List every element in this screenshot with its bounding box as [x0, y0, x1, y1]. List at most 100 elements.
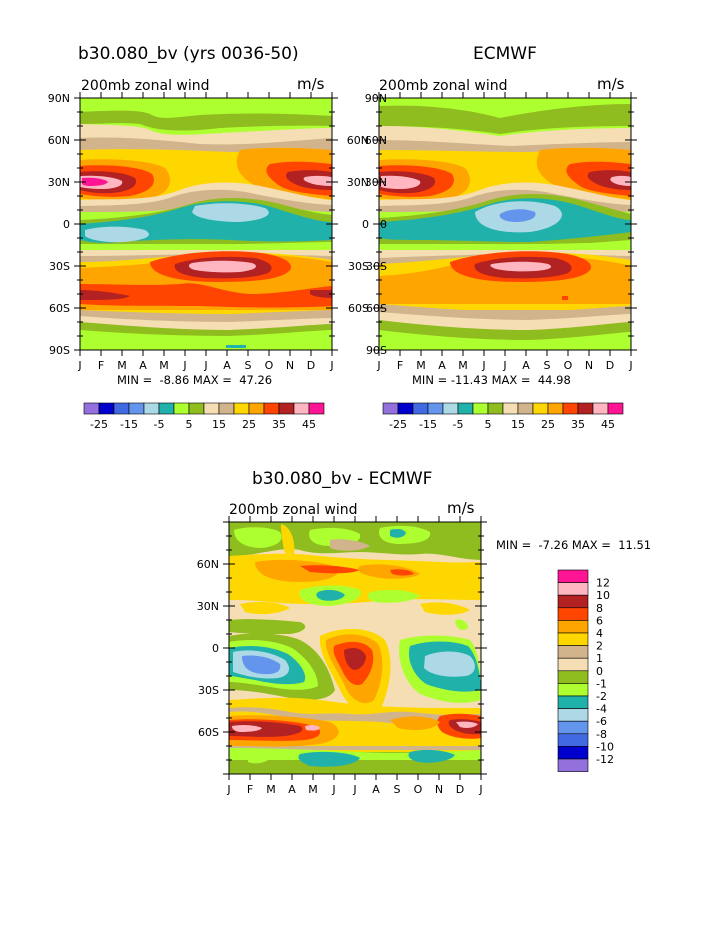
diff-colorbar-swatch: [557, 683, 589, 697]
colorbar-swatch: [517, 402, 534, 415]
x-tick-label: S: [544, 359, 551, 372]
x-tick-label: D: [606, 359, 614, 372]
x-tick-label: D: [456, 783, 464, 796]
colorbar-swatch: [98, 402, 115, 415]
panel-title-diff: b30.080_bv - ECMWF: [252, 469, 433, 489]
colorbar-swatch: [487, 402, 504, 415]
panel-ecmwf: [378, 97, 632, 351]
diff-colorbar-label: 8: [596, 602, 603, 615]
x-tick-label: J: [203, 359, 207, 372]
diff-colorbar-label: -6: [596, 715, 607, 728]
x-tick-label: A: [223, 359, 231, 372]
x-tick-label: N: [435, 783, 443, 796]
colorbar-swatch: [233, 402, 250, 415]
colorbar-label: 15: [212, 418, 226, 431]
x-tick-label: O: [564, 359, 573, 372]
colorbar-swatch: [457, 402, 474, 415]
colorbar-swatch: [113, 402, 130, 415]
x-tick-label: J: [352, 783, 356, 796]
x-tick-label: M: [266, 783, 276, 796]
panel-diff: [228, 521, 482, 775]
y-tick-label: 60S: [49, 302, 70, 315]
x-tick-label: M: [117, 359, 127, 372]
colorbar-swatch: [397, 402, 414, 415]
y-tick-label: 30N: [197, 600, 219, 613]
y-tick-label: 60S: [348, 302, 369, 315]
x-tick-label: S: [394, 783, 401, 796]
x-tick-label: F: [98, 359, 104, 372]
y-tick-label: 90N: [48, 92, 70, 105]
colorbar-swatch: [427, 402, 444, 415]
diff-colorbar-label: 10: [596, 589, 610, 602]
colorbar-label: -15: [120, 418, 138, 431]
x-tick-label: O: [414, 783, 423, 796]
colorbar-swatch: [577, 402, 594, 415]
diff-colorbar-swatch: [557, 620, 589, 634]
colorbar-swatch: [293, 402, 310, 415]
x-tick-label: O: [265, 359, 274, 372]
panel-stats-diff: MIN = -7.26 MAX = 11.51: [496, 538, 652, 552]
diff-colorbar-label: 12: [596, 577, 610, 590]
contour-field-model: [80, 98, 332, 350]
x-tick-label: M: [308, 783, 318, 796]
diff-colorbar-label: -12: [596, 753, 614, 766]
y-tick-label: 30N: [48, 176, 70, 189]
diff-colorbar-label: 6: [596, 614, 603, 627]
colorbar-swatch: [532, 402, 549, 415]
diff-colorbar-label: -1: [596, 677, 607, 690]
colorbars-layer: -25 -15 -5 5 15 25 35 45 -25 -15 -5 5 15 25 35 45121086…: [83, 402, 624, 772]
y-tick-label: 30S: [198, 684, 219, 697]
colorbar-swatch: [278, 402, 295, 415]
colorbar-swatch: [188, 402, 205, 415]
colorbar-swatch: [547, 402, 564, 415]
panel-title-ecmwf: ECMWF: [473, 44, 537, 64]
colorbar-label: 25: [541, 418, 555, 431]
panel-title-model: b30.080_bv (yrs 0036-50): [78, 44, 299, 64]
diff-colorbar-swatch: [557, 582, 589, 596]
y-tick-label: 30N: [347, 176, 369, 189]
diff-colorbar-swatch: [557, 670, 589, 684]
diff-colorbar-swatch: [557, 733, 589, 747]
panel-stats-model: MIN = -8.86 MAX = 47.26: [117, 373, 273, 387]
colorbar-label: -25: [90, 418, 108, 431]
colorbar-swatch: [128, 402, 145, 415]
y-tick-label: 60N: [48, 134, 70, 147]
colorbar-label: 45: [302, 418, 316, 431]
x-tick-label: J: [77, 359, 81, 372]
diff-colorbar-swatch: [557, 632, 589, 646]
diff-colorbar-swatch: [557, 695, 589, 709]
colorbar-swatch: [203, 402, 220, 415]
axes-layer: 90N90N60N60N30N30N0030S30S60S60S90S90SJF…: [48, 92, 637, 796]
colorbar-label: 5: [485, 418, 492, 431]
x-tick-label: J: [376, 359, 380, 372]
colorbar-swatch: [248, 402, 265, 415]
colorbar-label: 5: [186, 418, 193, 431]
diff-colorbar-swatch: [557, 569, 589, 583]
x-tick-label: A: [522, 359, 530, 372]
colorbar-swatch: [143, 402, 160, 415]
y-tick-label: 0: [63, 218, 70, 231]
panel-subtitle-model: 200mb zonal wind: [81, 78, 210, 94]
diff-colorbar-label: 4: [596, 627, 603, 640]
x-tick-label: J: [481, 359, 485, 372]
y-tick-label: 0: [212, 642, 219, 655]
colorbar-swatch: [592, 402, 609, 415]
y-tick-label: 60N: [197, 558, 219, 571]
colorbar-swatch: [218, 402, 235, 415]
diff-colorbar-swatch: [557, 720, 589, 735]
colorbar-swatch: [158, 402, 175, 415]
panel-stats-ecmwf: MIN = -11.43 MAX = 44.98: [412, 373, 571, 387]
y-tick-label: 60S: [198, 726, 219, 739]
x-tick-label: A: [139, 359, 147, 372]
panel-subtitle-ecmwf: 200mb zonal wind: [379, 78, 508, 94]
diff-colorbar-label: -2: [596, 690, 607, 703]
x-tick-label: N: [585, 359, 593, 372]
x-tick-label: J: [331, 783, 335, 796]
x-tick-label: J: [628, 359, 632, 372]
colorbar-swatch: [442, 402, 459, 415]
contour-field-ecmwf: [379, 98, 631, 350]
diff-colorbar-swatch: [557, 746, 589, 760]
y-tick-label: 30S: [348, 260, 369, 273]
colorbar-swatch: [502, 402, 519, 415]
